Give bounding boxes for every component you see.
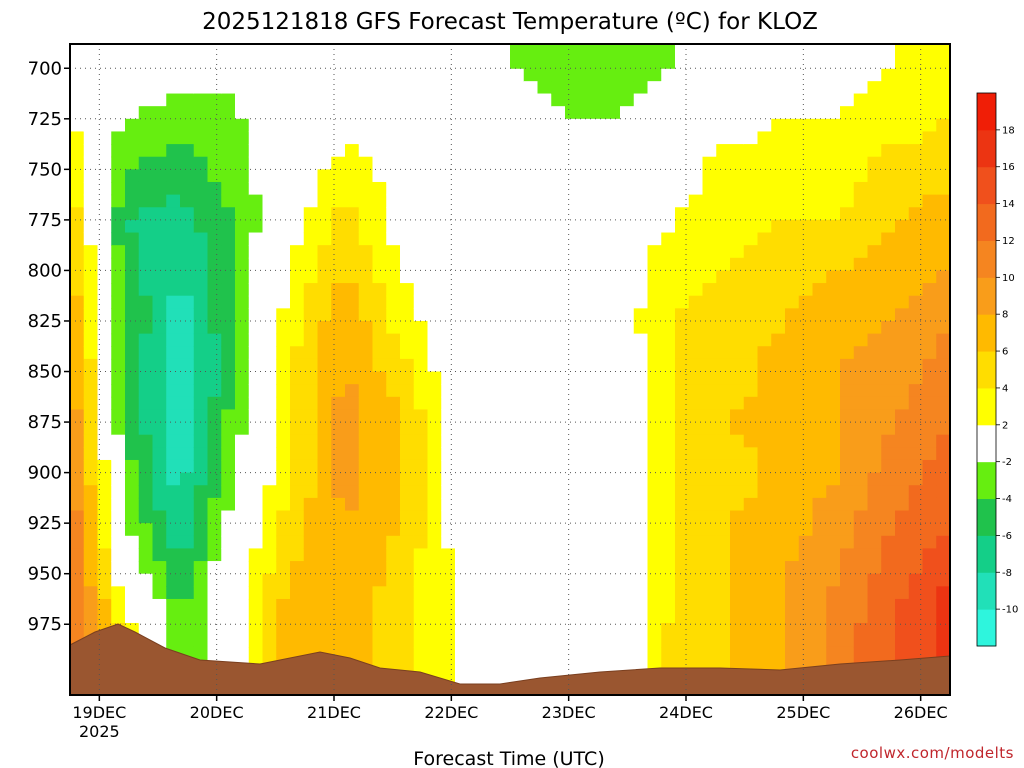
colorbar-swatch <box>977 387 996 426</box>
colorbar-frame <box>976 92 997 647</box>
x-tick-label: 26DEC <box>894 703 948 722</box>
x-tick-label: 20DEC <box>190 703 244 722</box>
colorbar-label: -10 <box>1002 605 1018 616</box>
colorbar-label: 18 <box>1002 125 1015 136</box>
y-tick-label: 875 <box>28 412 62 433</box>
y-tick-label: 850 <box>28 362 62 383</box>
colorbar-label: -4 <box>1002 494 1012 505</box>
colorbar-swatch <box>977 314 996 352</box>
temperature-field <box>70 44 950 695</box>
y-tick-label: 700 <box>28 58 62 79</box>
colorbar-label: 10 <box>1002 273 1015 284</box>
colorbar-swatch <box>977 461 996 500</box>
x-tick-label: 23DEC <box>542 703 596 722</box>
colorbar-swatch <box>977 535 996 573</box>
x-tick-sublabel: 2025 <box>79 722 120 741</box>
colorbar-label: 16 <box>1002 162 1015 173</box>
y-tick-label: 800 <box>28 260 62 281</box>
terrain-silhouette <box>70 623 950 695</box>
y-tick-label: 925 <box>28 513 62 534</box>
colorbar-swatch <box>977 277 996 315</box>
colorbar-swatch <box>977 609 996 647</box>
colorbar-label: 14 <box>1002 199 1015 210</box>
x-axis-label: Forecast Time (UTC) <box>413 748 604 768</box>
x-tick-label: 22DEC <box>424 703 478 722</box>
colorbar-label: 8 <box>1002 310 1008 321</box>
credit-text: coolwx.com/modelts <box>851 744 1014 762</box>
colorbar-label: 6 <box>1002 347 1008 358</box>
colorbar-swatch <box>977 166 996 205</box>
colorbar-swatch <box>977 203 996 241</box>
y-tick-label: 725 <box>28 109 62 130</box>
grid-lines <box>70 44 950 695</box>
y-tick-label: 975 <box>28 614 62 635</box>
x-tick-label: 25DEC <box>776 703 830 722</box>
colorbar-swatch <box>977 572 996 610</box>
y-tick-label: 825 <box>28 311 62 332</box>
colorbar-swatch <box>977 93 996 131</box>
colorbar-label: 12 <box>1002 236 1015 247</box>
colorbar-swatch <box>977 129 996 168</box>
colorbar-swatch <box>977 240 996 278</box>
colorbar-label: -8 <box>1002 568 1012 579</box>
y-tick-label: 950 <box>28 564 62 585</box>
colorbar-swatch <box>977 424 996 463</box>
colorbar-label: 2 <box>1002 420 1008 431</box>
colorbar-swatch <box>977 498 996 536</box>
y-axis: 700 725 750 775 800 825 850 875 900 925 950 975 <box>28 58 70 635</box>
colorbar-swatch <box>977 351 996 389</box>
chart-title: 2025121818 GFS Forecast Temperature (ºC)… <box>202 9 818 35</box>
x-tick-label: 24DEC <box>659 703 713 722</box>
colorbar-label: -2 <box>1002 457 1012 468</box>
plot-frame <box>69 43 951 696</box>
colorbar-label: 4 <box>1002 383 1008 394</box>
y-tick-label: 775 <box>28 210 62 231</box>
x-tick-label: 19DEC <box>72 703 126 722</box>
y-tick-label: 750 <box>28 159 62 180</box>
colorbar: -10 -8 -6 -4 -2 2 4 6 8 10 12 14 16 18 <box>976 92 1018 647</box>
colorbar-label: -6 <box>1002 531 1012 542</box>
x-tick-label: 21DEC <box>307 703 361 722</box>
plot-area <box>70 44 950 695</box>
y-tick-label: 900 <box>28 463 62 484</box>
